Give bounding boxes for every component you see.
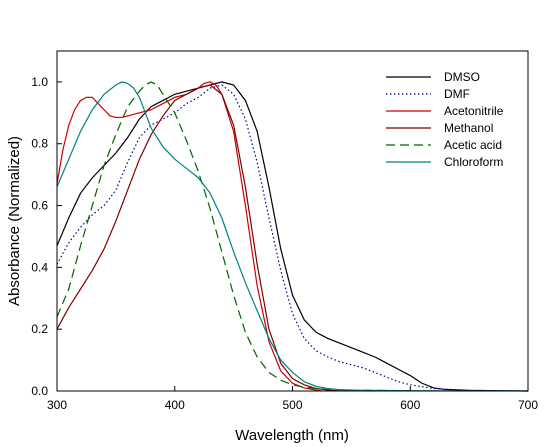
legend-label: Acetonitrile — [444, 104, 504, 118]
x-tick-label: 400 — [165, 398, 185, 412]
legend-label: DMF — [444, 87, 470, 101]
legend-label: DMSO — [444, 70, 480, 84]
y-tick-label: 0.2 — [31, 322, 48, 336]
series-line-methanol — [56, 84, 340, 392]
series-line-dmf — [56, 84, 529, 392]
x-tick-label: 300 — [47, 398, 67, 412]
x-tick-label: 600 — [400, 398, 420, 412]
y-tick-label: 0.4 — [31, 260, 48, 274]
legend-label: Methanol — [444, 121, 493, 135]
legend-label: Acetic acid — [444, 138, 502, 152]
y-axis-label: Absorbance (Normalized) — [6, 136, 23, 306]
y-tick-label: 0.8 — [31, 137, 48, 151]
series-layer — [56, 81, 529, 392]
y-tick-label: 1.0 — [31, 75, 48, 89]
ticks-layer: 300 400 500 600 700 0.0 0.2 0.4 0.6 0.8 1.0 — [31, 75, 538, 412]
y-tick-label: 0.6 — [31, 199, 48, 213]
series-line-dmso — [56, 81, 529, 392]
legend-label: Chloroform — [444, 155, 503, 169]
series-line-acetic-acid — [56, 81, 411, 392]
series-line-chloroform — [56, 81, 529, 392]
x-tick-label: 500 — [282, 398, 302, 412]
legend: DMSO DMF Acetonitrile Methanol Acetic acid Ch… — [386, 70, 504, 169]
x-tick-label: 700 — [518, 398, 538, 412]
x-axis-label: Wavelength (nm) — [235, 427, 349, 444]
y-tick-label: 0.0 — [31, 384, 48, 398]
